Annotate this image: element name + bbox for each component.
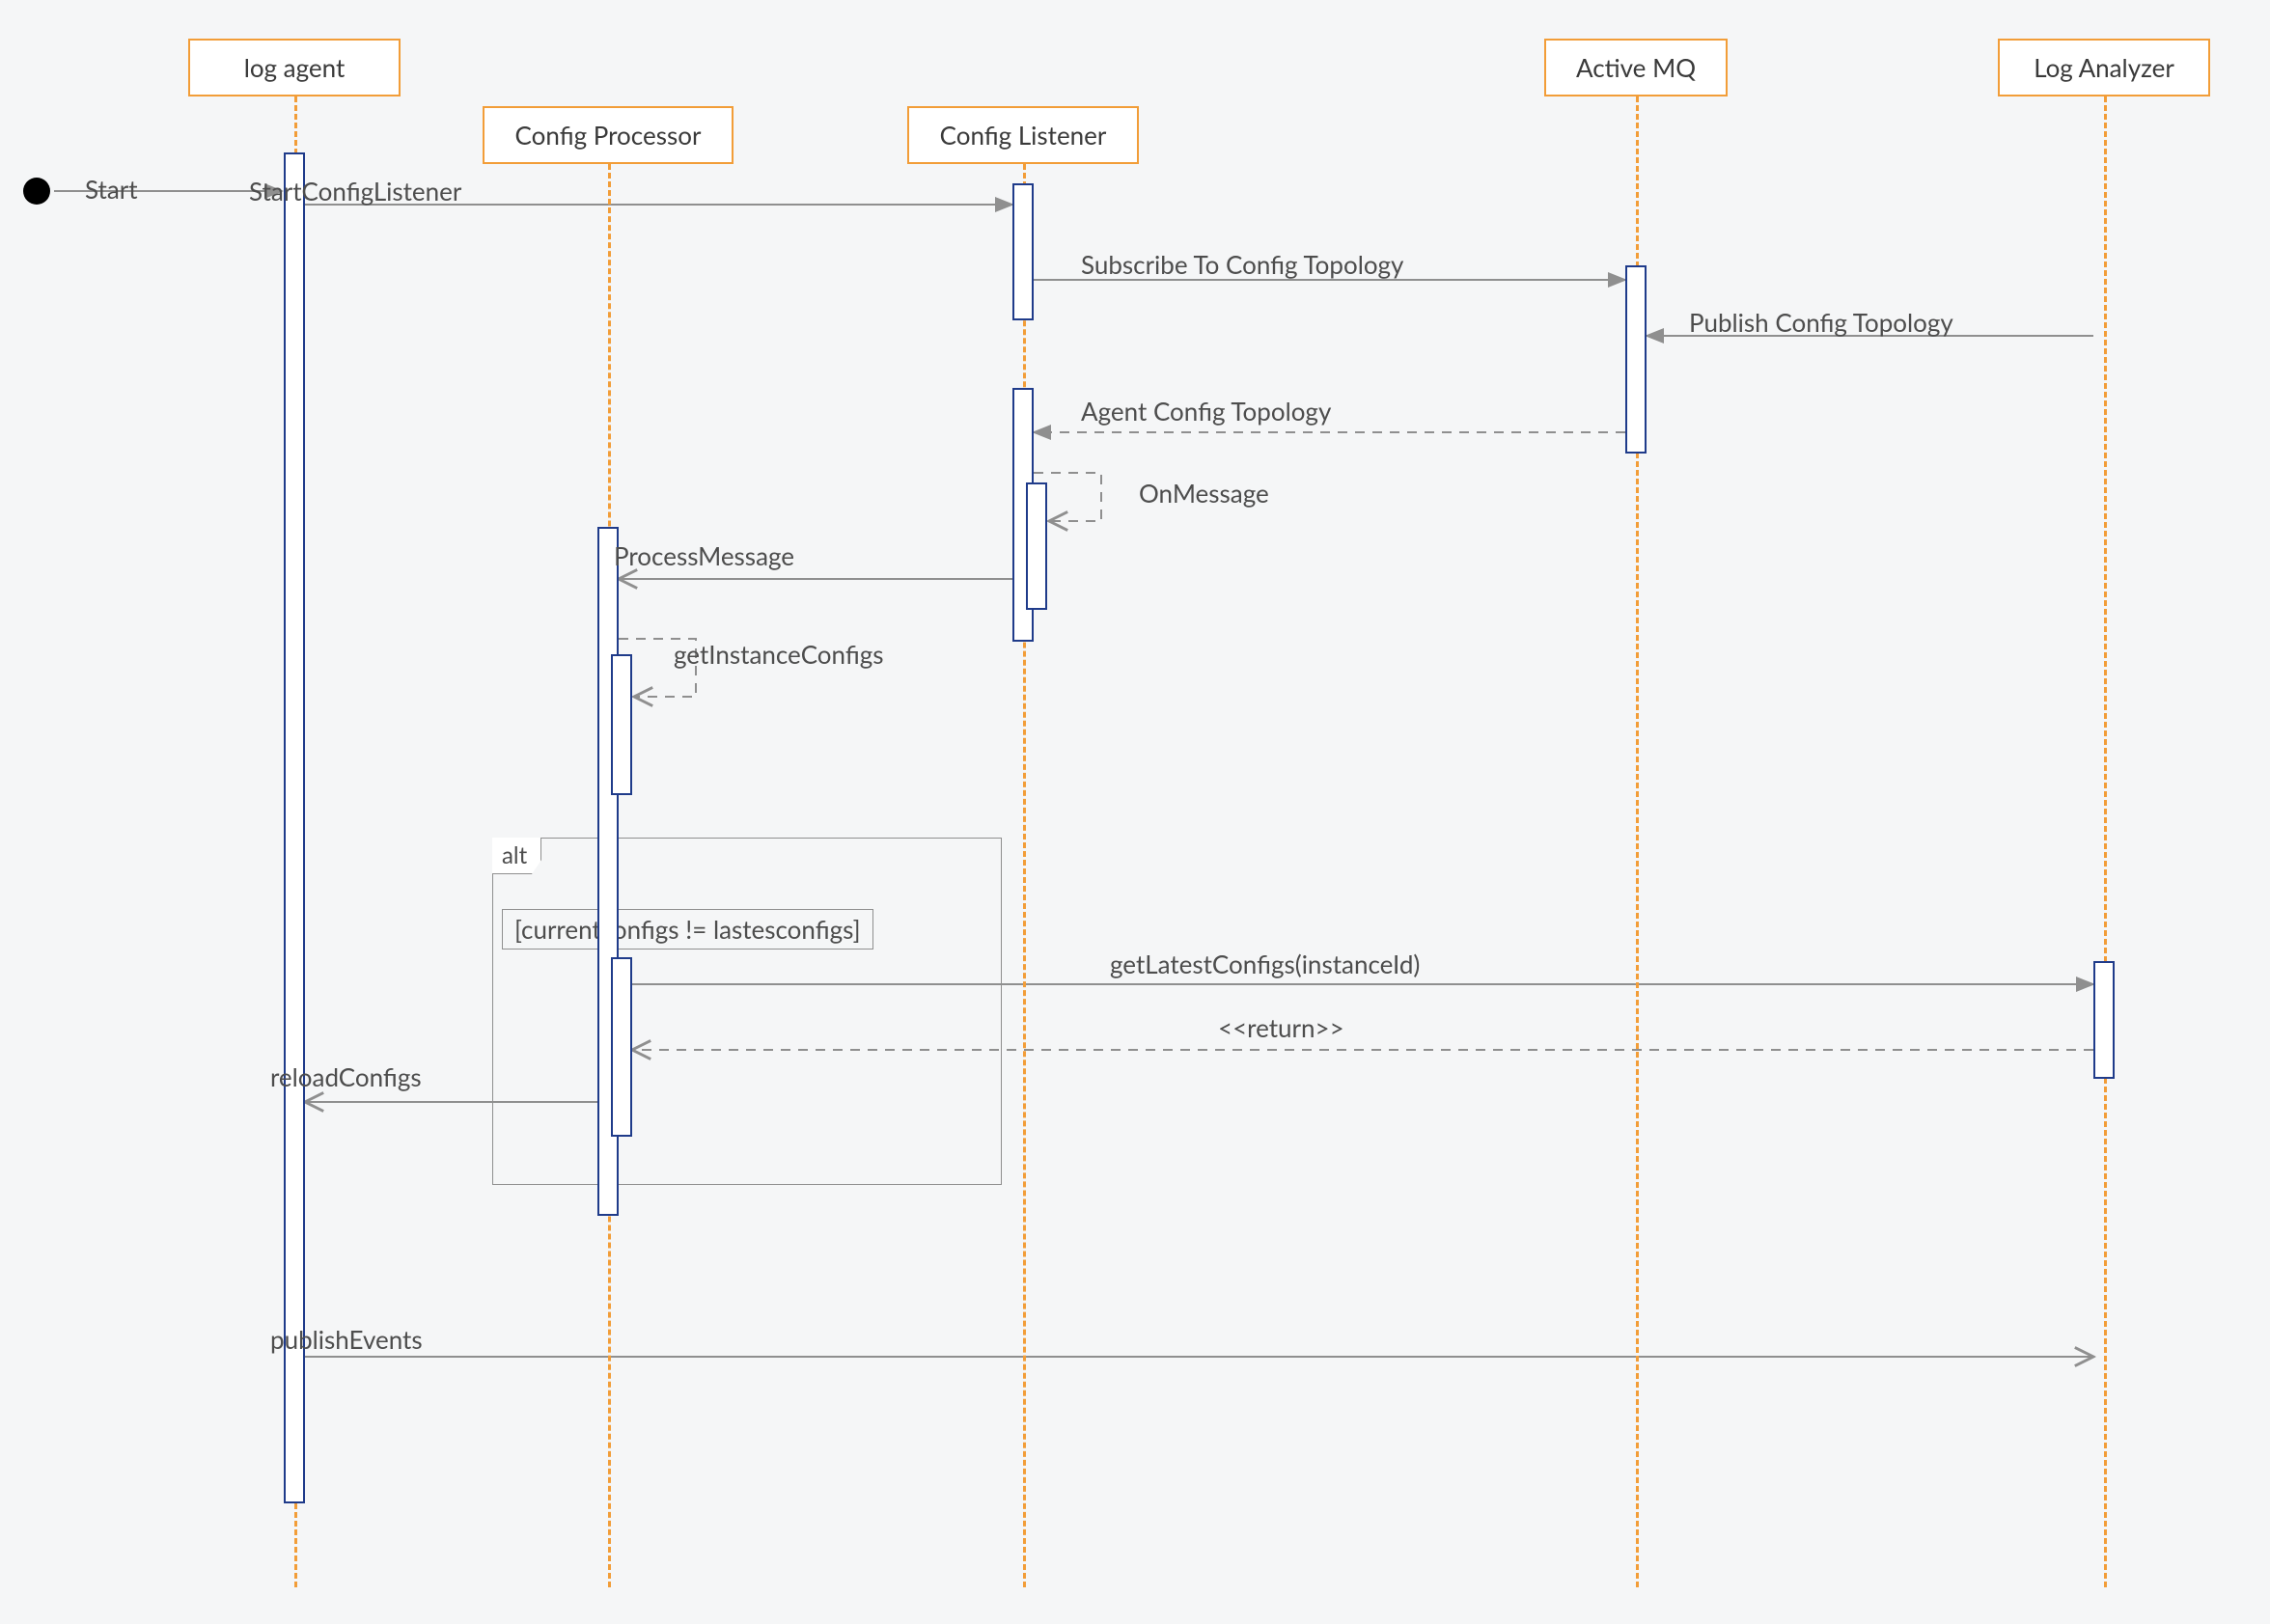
participant-log_an: Log Analyzer [1998,39,2210,96]
participant-config_proc: Config Processor [483,106,734,164]
message-label: Agent Config Topology [1081,396,1331,427]
start-label: Start [85,174,138,205]
message-label: StartConfigListener [249,176,461,206]
participant-config_lis: Config Listener [907,106,1139,164]
participant-label: Config Processor [515,120,702,151]
message-label: reloadConfigs [270,1061,422,1092]
message-label: ProcessMessage [614,540,794,571]
activation-log_agent-0 [284,152,305,1503]
participant-label: Log Analyzer [2034,52,2174,83]
participant-label: Active MQ [1576,52,1696,83]
fragment-label: alt [492,838,541,874]
participant-label: log agent [244,52,346,83]
message-label: Publish Config Topology [1689,307,1953,338]
svg-arrows-layer [0,0,2270,1624]
start-node-icon [23,178,50,205]
message-label: Subscribe To Config Topology [1081,249,1403,280]
participant-label: Config Listener [940,120,1107,151]
fragment-alt-0 [492,838,1002,1185]
activation-config_proc-7 [611,957,632,1137]
activation-config_lis-1 [1012,183,1034,320]
message-label: OnMessage [1139,478,1269,509]
message-label: <<return>> [1218,1012,1344,1043]
participant-active_mq: Active MQ [1544,39,1728,96]
sequence-diagram: alt [currentconfigs != lastesconfigs] log … [0,0,2270,1624]
lifeline-config_lis [1023,164,1026,1587]
activation-log_an-8 [2093,961,2115,1079]
message-label: getLatestConfigs(instanceId) [1110,949,1420,979]
fragment-condition: [currentconfigs != lastesconfigs] [502,909,873,950]
activation-config_lis-4 [1026,482,1047,610]
message-label: getInstanceConfigs [674,639,884,670]
activation-active_mq-2 [1625,265,1647,454]
participant-log_agent: log agent [188,39,401,96]
message-label: publishEvents [270,1324,423,1355]
activation-config_proc-6 [611,654,632,795]
lifeline-log_an [2104,96,2107,1587]
